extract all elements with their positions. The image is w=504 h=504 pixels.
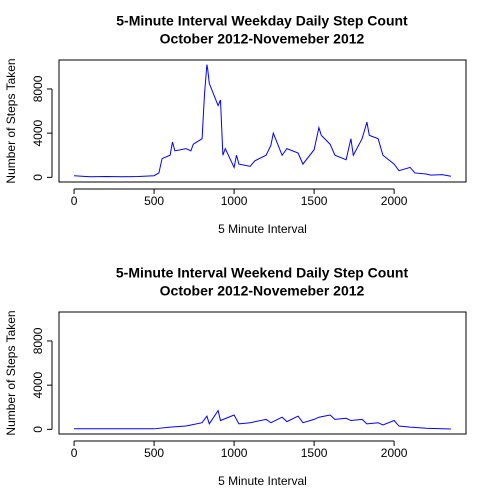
y-tick-label: 0 bbox=[31, 174, 45, 181]
x-tick-label: 1500 bbox=[301, 446, 328, 460]
y-tick-label: 4000 bbox=[31, 119, 45, 146]
chart-title: 5-Minute Interval Weekday Daily Step Cou… bbox=[116, 13, 408, 29]
x-tick-label: 1000 bbox=[221, 194, 248, 208]
y-tick-label: 8000 bbox=[31, 75, 45, 102]
x-tick-label: 2000 bbox=[381, 194, 408, 208]
y-tick-label: 0 bbox=[31, 426, 45, 433]
plot-box bbox=[58, 59, 467, 183]
x-tick-label: 500 bbox=[144, 446, 164, 460]
x-tick-label: 2000 bbox=[381, 446, 408, 460]
x-tick-label: 500 bbox=[144, 194, 164, 208]
chart-title: 5-Minute Interval Weekend Daily Step Cou… bbox=[116, 265, 409, 281]
y-axis-label: Number of Steps Taken bbox=[4, 310, 18, 435]
data-line bbox=[74, 409, 451, 430]
x-tick-label: 0 bbox=[71, 446, 78, 460]
x-tick-label: 1000 bbox=[221, 446, 248, 460]
chart-subtitle: October 2012-Novemeber 2012 bbox=[160, 283, 365, 299]
y-tick-label: 4000 bbox=[31, 371, 45, 398]
chart-subtitle: October 2012-Novemeber 2012 bbox=[160, 31, 365, 47]
data-line bbox=[74, 64, 452, 178]
x-axis-label: 5 Minute Interval bbox=[218, 222, 307, 236]
y-tick-label: 8000 bbox=[31, 327, 45, 354]
x-tick-label: 1500 bbox=[301, 194, 328, 208]
x-axis-label: 5 Minute Interval bbox=[218, 474, 307, 488]
plot-box bbox=[58, 311, 467, 435]
y-axis-label: Number of Steps Taken bbox=[4, 58, 18, 183]
x-tick-label: 0 bbox=[71, 194, 78, 208]
